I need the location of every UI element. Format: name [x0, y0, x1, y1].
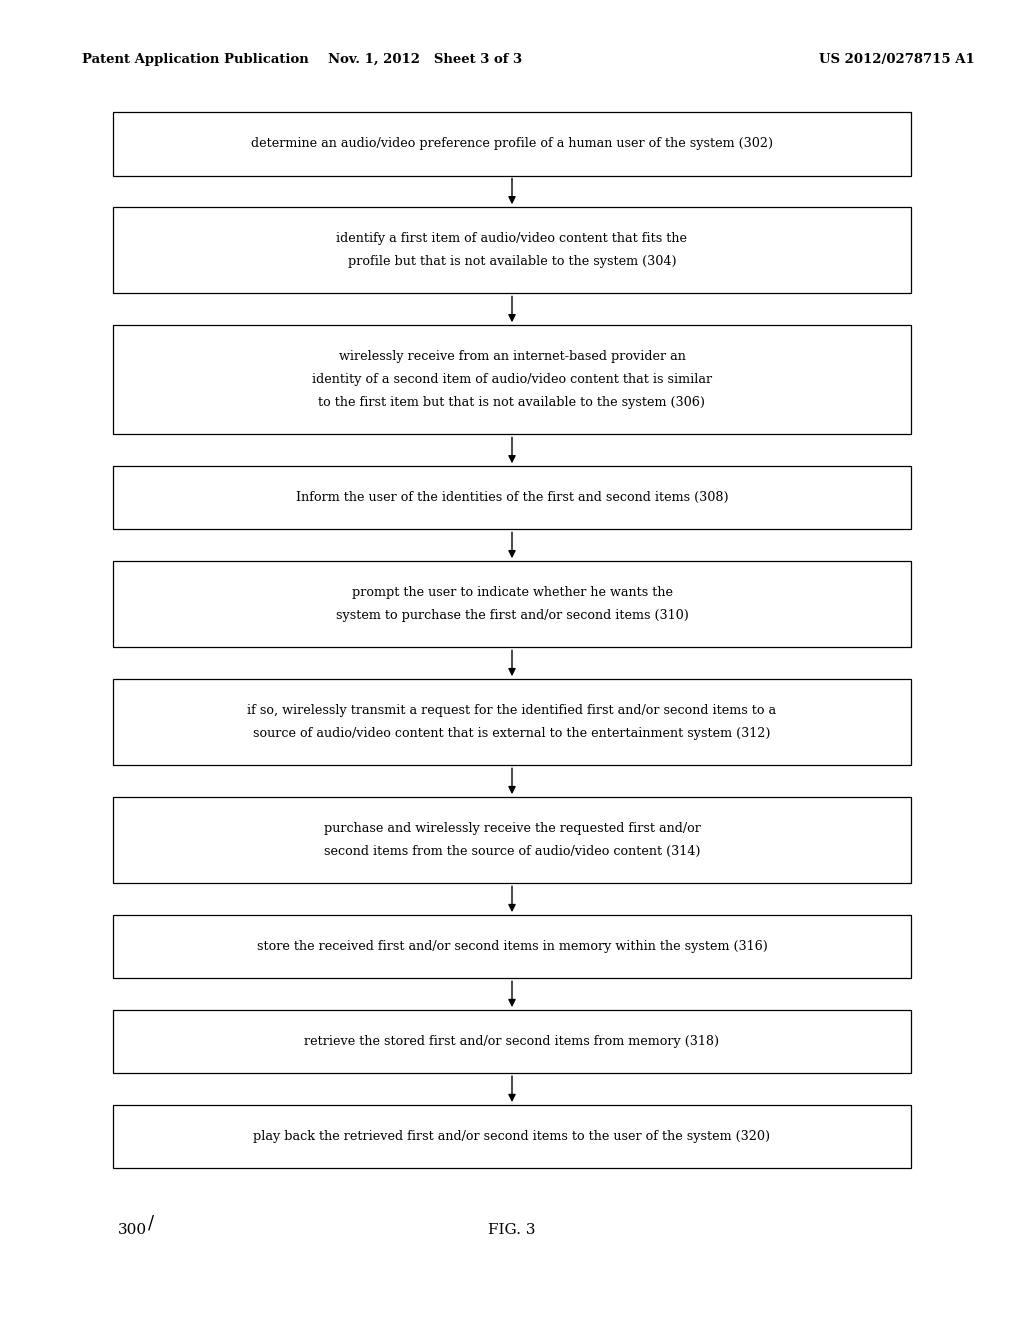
Text: Patent Application Publication: Patent Application Publication	[82, 53, 308, 66]
Bar	[113, 678, 911, 766]
Bar	[113, 207, 911, 293]
Text: if so, wirelessly transmit a request for the identified first and/or second item: if so, wirelessly transmit a request for…	[248, 704, 776, 717]
Text: identify a first item of audio/video content that fits the: identify a first item of audio/video con…	[337, 232, 687, 246]
Bar	[113, 561, 911, 647]
Bar	[113, 1105, 911, 1168]
Text: play back the retrieved first and/or second items to the user of the system (320: play back the retrieved first and/or sec…	[253, 1130, 771, 1143]
Text: US 2012/0278715 A1: US 2012/0278715 A1	[819, 53, 975, 66]
Text: store the received first and/or second items in memory within the system (316): store the received first and/or second i…	[257, 940, 767, 953]
Bar	[113, 1010, 911, 1073]
Text: 300: 300	[118, 1224, 146, 1237]
Text: profile but that is not available to the system (304): profile but that is not available to the…	[348, 255, 676, 268]
Text: Nov. 1, 2012   Sheet 3 of 3: Nov. 1, 2012 Sheet 3 of 3	[328, 53, 522, 66]
Text: wirelessly receive from an internet-based provider an: wirelessly receive from an internet-base…	[339, 350, 685, 363]
Text: prompt the user to indicate whether he wants the: prompt the user to indicate whether he w…	[351, 586, 673, 599]
Text: purchase and wirelessly receive the requested first and/or: purchase and wirelessly receive the requ…	[324, 822, 700, 836]
Text: to the first item but that is not available to the system (306): to the first item but that is not availa…	[318, 396, 706, 409]
Text: source of audio/video content that is external to the entertainment system (312): source of audio/video content that is ex…	[253, 727, 771, 741]
Bar	[113, 797, 911, 883]
Text: identity of a second item of audio/video content that is similar: identity of a second item of audio/video…	[312, 374, 712, 387]
Bar	[113, 915, 911, 978]
Text: /: /	[148, 1214, 155, 1233]
Text: system to purchase the first and/or second items (310): system to purchase the first and/or seco…	[336, 610, 688, 622]
Bar	[113, 325, 911, 434]
Text: second items from the source of audio/video content (314): second items from the source of audio/vi…	[324, 845, 700, 858]
Text: determine an audio/video preference profile of a human user of the system (302): determine an audio/video preference prof…	[251, 137, 773, 150]
Text: retrieve the stored first and/or second items from memory (318): retrieve the stored first and/or second …	[304, 1035, 720, 1048]
Bar	[113, 112, 911, 176]
Text: Inform the user of the identities of the first and second items (308): Inform the user of the identities of the…	[296, 491, 728, 504]
Text: FIG. 3: FIG. 3	[488, 1224, 536, 1237]
Bar	[113, 466, 911, 529]
